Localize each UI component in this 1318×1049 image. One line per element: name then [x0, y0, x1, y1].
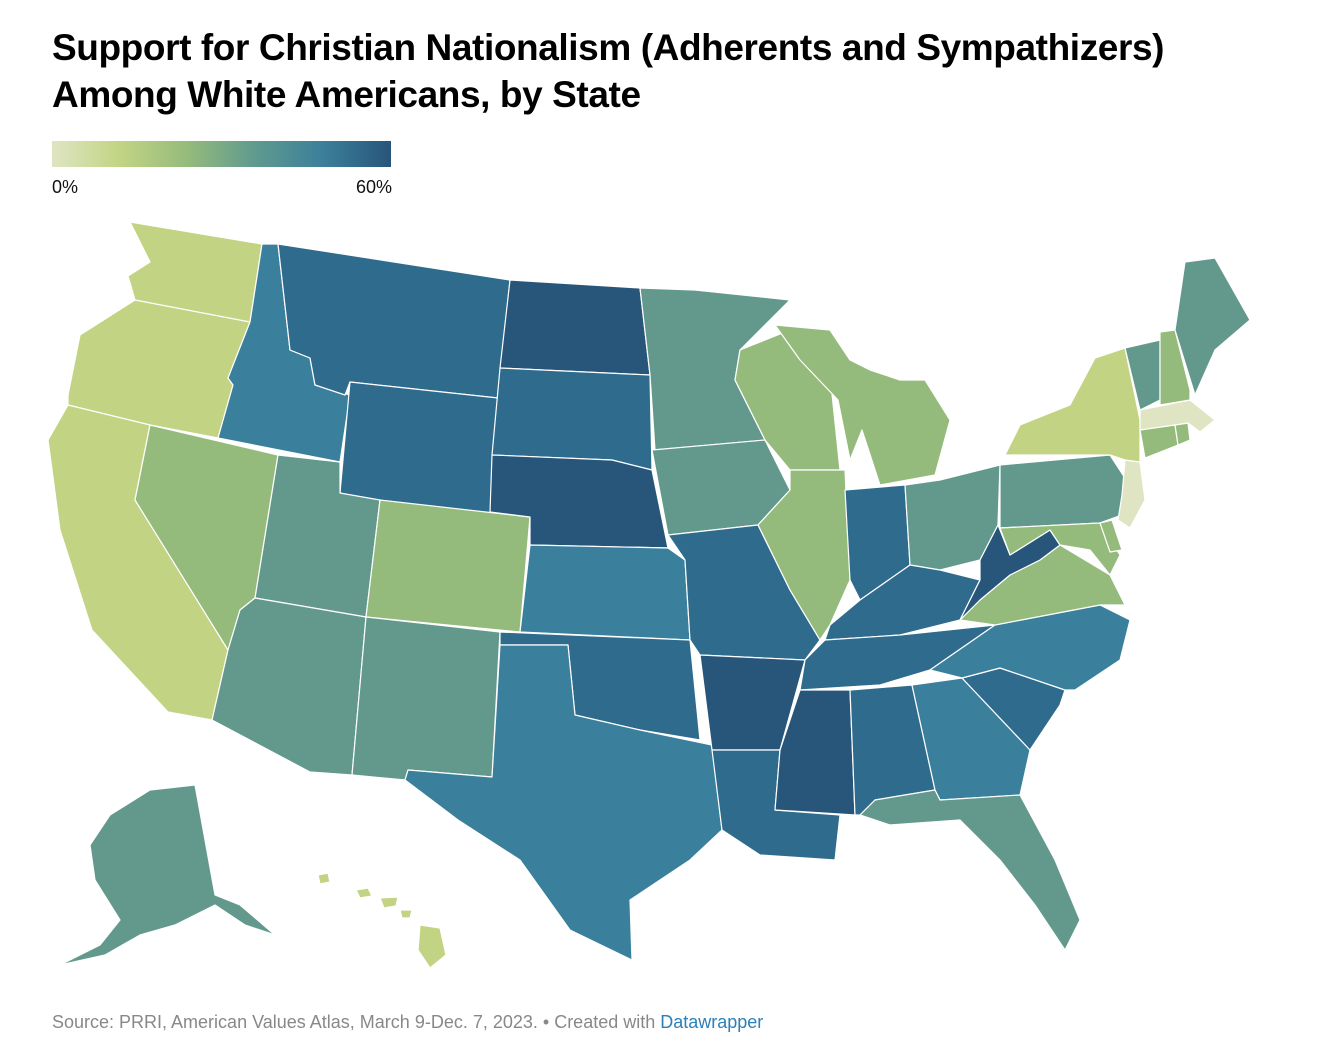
state-kansas[interactable]	[519, 544, 691, 641]
state-arizona[interactable]	[211, 597, 367, 776]
state-north-dakota[interactable]	[499, 279, 651, 376]
state-hawaii[interactable]	[317, 872, 447, 969]
legend-gradient-bar	[52, 141, 391, 167]
state-south-dakota[interactable]	[491, 367, 653, 471]
legend-max-label: 60%	[355, 177, 392, 197]
state-texas[interactable]	[404, 644, 723, 961]
state-maine[interactable]	[1174, 257, 1251, 396]
state-pennsylvania[interactable]	[999, 454, 1126, 529]
state-colorado[interactable]	[365, 499, 531, 633]
state-connecticut[interactable]	[1139, 424, 1179, 459]
state-new-mexico[interactable]	[351, 616, 501, 781]
state-montana[interactable]	[277, 243, 511, 399]
chart-title: Support for Christian Nationalism (Adher…	[52, 27, 1165, 115]
state-new-york[interactable]	[1004, 347, 1141, 463]
state-new-jersey[interactable]	[1117, 459, 1146, 529]
legend-min-label: 0%	[52, 177, 79, 197]
state-new-hampshire[interactable]	[1159, 329, 1191, 406]
state-michigan[interactable]	[774, 324, 951, 486]
color-legend: 0% 60%	[52, 141, 392, 201]
state-alaska[interactable]	[59, 784, 276, 966]
state-delaware[interactable]	[1099, 519, 1123, 553]
state-florida[interactable]	[859, 789, 1081, 951]
source-text: Source: PRRI, American Values Atlas, Mar…	[52, 1012, 661, 1032]
source-footer: Source: PRRI, American Values Atlas, Mar…	[52, 1012, 763, 1033]
state-rhode-island[interactable]	[1174, 422, 1191, 446]
state-mississippi[interactable]	[774, 689, 856, 816]
datawrapper-link[interactable]: Datawrapper	[660, 1012, 764, 1032]
state-shapes	[47, 221, 1251, 969]
